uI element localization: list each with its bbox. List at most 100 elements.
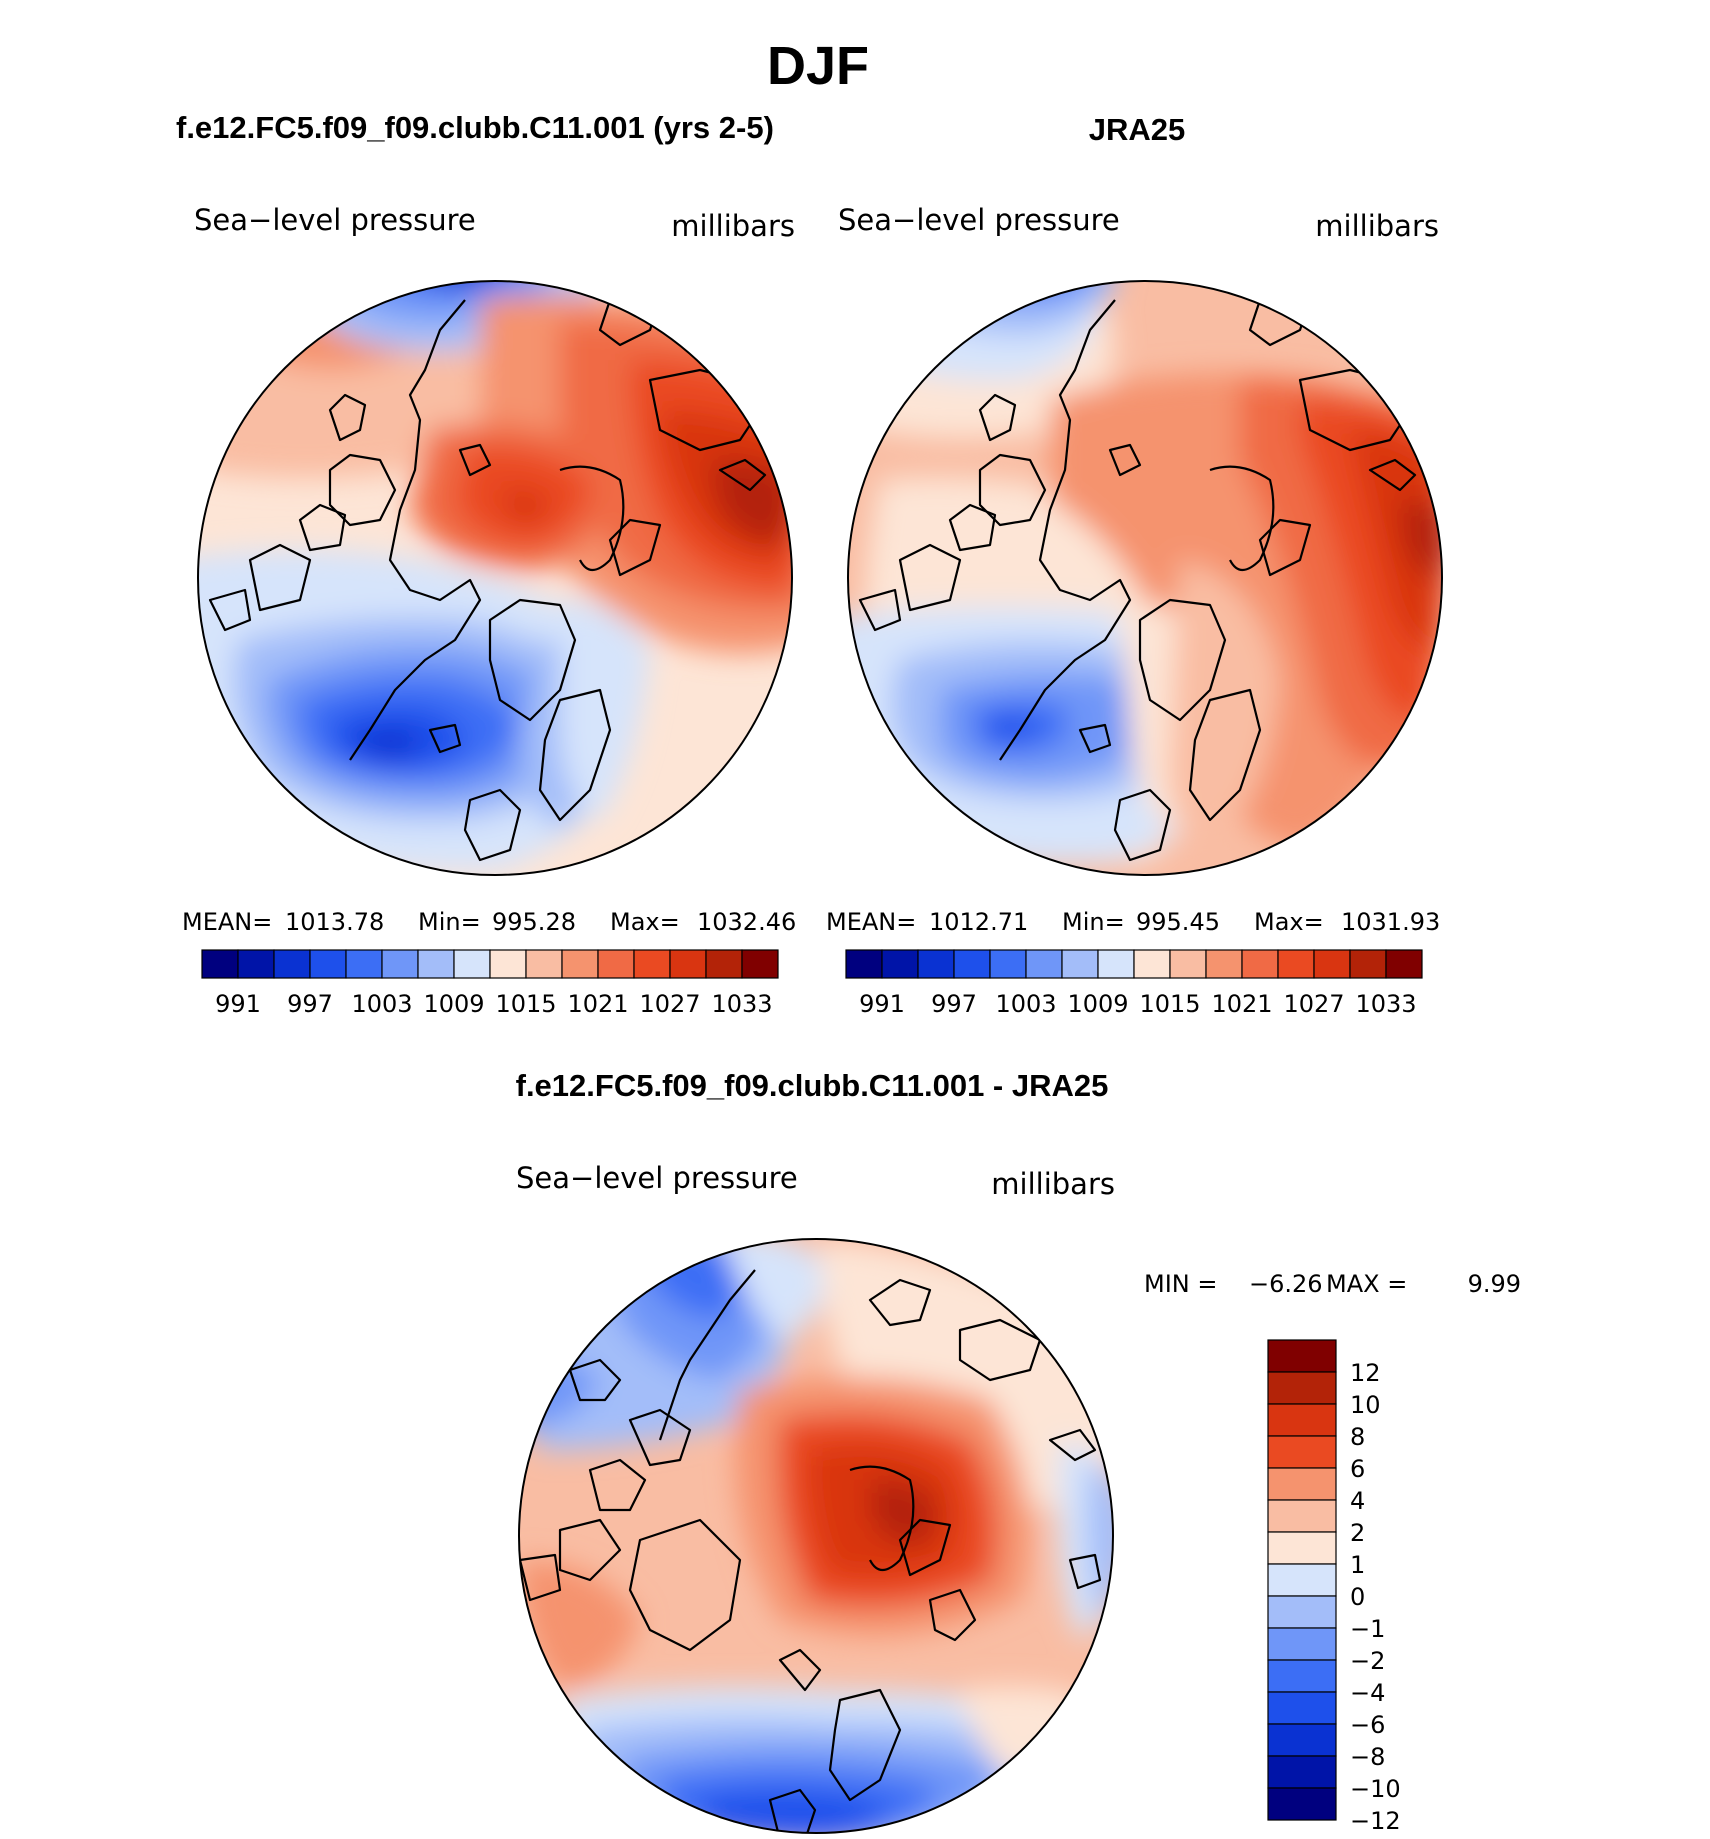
figure-title: DJF (767, 36, 869, 96)
obs-min-label: Min= (1062, 908, 1125, 936)
diff-colorbar-tick-label: −2 (1350, 1647, 1385, 1675)
panel-obs: JRA25 Sea−level pressure millibars (826, 112, 1443, 1018)
panel-diff-units: millibars (991, 1167, 1115, 1201)
panel-obs-stats: MEAN= 1012.71 Min= 995.45 Max= 1031.93 (826, 908, 1440, 936)
obs-colorbar-swatch (989, 949, 1027, 979)
diff-colorbar-tick-label: 1 (1350, 1551, 1365, 1579)
diff-colorbar-tick-label: 12 (1350, 1359, 1381, 1387)
panel-model: f.e12.FC5.f09_f09.clubb.C11.001 (yrs 2-5… (176, 110, 796, 1018)
model-colorbar-swatch (201, 949, 239, 979)
diff-colorbar-tick-label: −1 (1350, 1615, 1385, 1643)
panel-obs-map (848, 281, 1442, 875)
panel-diff-stats: MIN = −6.26 MAX = 9.99 (1144, 1270, 1521, 1298)
obs-colorbar-swatch (1241, 949, 1279, 979)
model-min-value: 995.28 (492, 908, 576, 936)
model-colorbar-swatch (633, 949, 671, 979)
diff-colorbar-tick-label: 6 (1350, 1455, 1365, 1483)
model-colorbar-swatch (417, 949, 455, 979)
diff-colorbar-swatch (1267, 1371, 1337, 1405)
diff-min-value: −6.26 (1249, 1270, 1323, 1298)
panel-model-header: f.e12.FC5.f09_f09.clubb.C11.001 (yrs 2-5… (176, 110, 774, 145)
obs-colorbar-swatch (1349, 949, 1387, 979)
model-colorbar-tick-label: 991 (215, 990, 261, 1018)
model-max-value: 1032.46 (697, 908, 796, 936)
diff-colorbar-swatch (1267, 1435, 1337, 1469)
obs-colorbar-tick-label: 1021 (1211, 990, 1272, 1018)
obs-colorbar-swatch (917, 949, 955, 979)
obs-colorbar-tick-label: 1033 (1355, 990, 1416, 1018)
obs-colorbar-tick-label: 1015 (1139, 990, 1200, 1018)
obs-colorbar-swatch (1097, 949, 1135, 979)
diff-colorbar-swatch (1267, 1403, 1337, 1437)
obs-colorbar-swatch (1205, 949, 1243, 979)
panel-diff-variable: Sea−level pressure (516, 1161, 798, 1195)
diff-colorbar-tick-label: 2 (1350, 1519, 1365, 1547)
map-diff-coastlines (519, 1269, 1102, 1833)
obs-colorbar-swatch (1385, 949, 1423, 979)
diff-colorbar-tick-label: −8 (1350, 1743, 1385, 1771)
obs-colorbar-swatch (881, 949, 919, 979)
model-colorbar-tick-label: 1027 (639, 990, 700, 1018)
diff-colorbar-swatch (1267, 1787, 1337, 1821)
model-max-label: Max= (610, 908, 680, 936)
model-colorbar-tick-label: 1003 (351, 990, 412, 1018)
model-colorbar-swatch (237, 949, 275, 979)
diff-colorbar-swatch (1267, 1627, 1337, 1661)
model-colorbar-swatch (489, 949, 527, 979)
model-colorbar-swatch (453, 949, 491, 979)
map-model-coastlines (208, 288, 767, 862)
diff-colorbar-tick-label: −12 (1350, 1807, 1401, 1835)
obs-colorbar-swatch (1277, 949, 1315, 979)
obs-max-label: Max= (1254, 908, 1324, 936)
diff-colorbar-tick-label: −4 (1350, 1679, 1385, 1707)
panel-model-variable: Sea−level pressure (194, 203, 476, 237)
diff-colorbar-tick-label: −10 (1350, 1775, 1401, 1803)
obs-colorbar-tick-label: 991 (859, 990, 905, 1018)
model-colorbar-tick-label: 1009 (423, 990, 484, 1018)
obs-colorbar-swatch (953, 949, 991, 979)
obs-mean-label: MEAN= (826, 908, 916, 936)
panel-obs-units: millibars (1315, 209, 1439, 243)
panel-obs-map-border (847, 280, 1443, 876)
panel-obs-variable: Sea−level pressure (838, 203, 1120, 237)
panel-model-colorbar: 991 997 1003 1009 1015 1021 1027 1033 (201, 949, 779, 1018)
model-colorbar-swatch (669, 949, 707, 979)
model-colorbar-tick-label: 1015 (495, 990, 556, 1018)
panel-diff: f.e12.FC5.f09_f09.clubb.C11.001 - JRA25 … (516, 1068, 1521, 1835)
diff-colorbar-tick-label: 0 (1350, 1583, 1365, 1611)
model-colorbar-swatch (597, 949, 635, 979)
diff-colorbar-swatch (1267, 1723, 1337, 1757)
obs-colorbar-swatch (1169, 949, 1207, 979)
diff-colorbar-swatch (1267, 1755, 1337, 1789)
model-colorbar-tick-label: 1021 (567, 990, 628, 1018)
diff-colorbar-swatch (1267, 1531, 1337, 1565)
panel-model-stats: MEAN= 1013.78 Min= 995.28 Max= 1032.46 (182, 908, 796, 936)
panel-obs-header: JRA25 (1089, 112, 1186, 147)
diff-colorbar-tick-label: 10 (1350, 1391, 1381, 1419)
map-obs-fill (848, 281, 1442, 875)
model-mean-label: MEAN= (182, 908, 272, 936)
obs-colorbar-tick-label: 1009 (1067, 990, 1128, 1018)
obs-colorbar-swatch (1313, 949, 1351, 979)
panel-model-map (198, 281, 792, 875)
diff-colorbar-swatch (1267, 1499, 1337, 1533)
obs-min-value: 995.45 (1136, 908, 1220, 936)
model-colorbar-tick-label: 1033 (711, 990, 772, 1018)
diff-max-label: MAX = (1326, 1270, 1407, 1298)
obs-colorbar-swatch (1133, 949, 1171, 979)
panel-model-map-border (197, 280, 793, 876)
model-colorbar-swatch (381, 949, 419, 979)
obs-colorbar-tick-label: 1027 (1283, 990, 1344, 1018)
diff-max-value: 9.99 (1468, 1270, 1521, 1298)
diff-colorbar-tick-label: 4 (1350, 1487, 1365, 1515)
obs-colorbar-swatch (1061, 949, 1099, 979)
model-colorbar-swatch (705, 949, 743, 979)
model-mean-value: 1013.78 (285, 908, 384, 936)
obs-max-value: 1031.93 (1341, 908, 1440, 936)
model-colorbar-swatch (561, 949, 599, 979)
model-colorbar-swatch (345, 949, 383, 979)
diff-colorbar-tick-label: 8 (1350, 1423, 1365, 1451)
panel-diff-header: f.e12.FC5.f09_f09.clubb.C11.001 - JRA25 (516, 1068, 1109, 1103)
